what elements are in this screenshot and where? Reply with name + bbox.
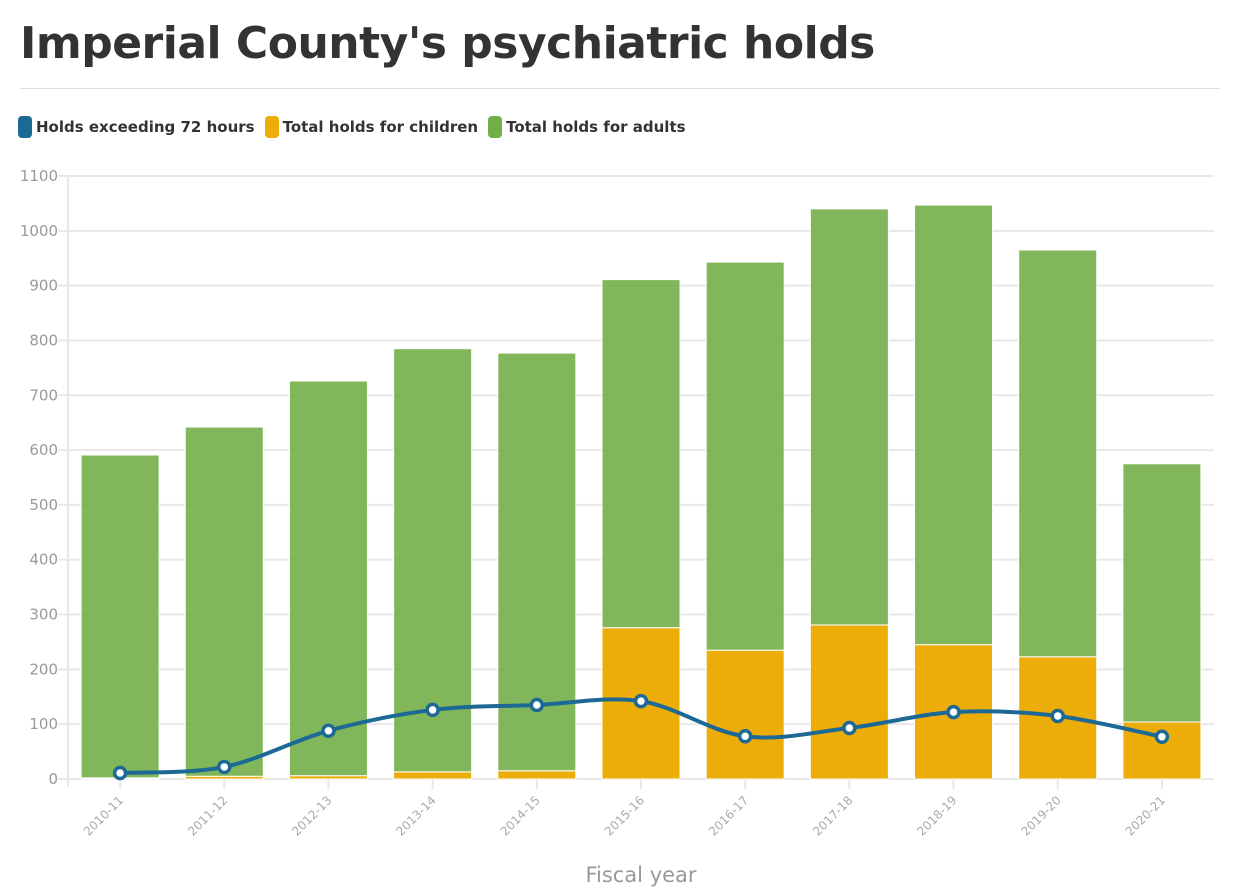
y-tick-label: 500 (29, 496, 58, 514)
y-tick-label: 0 (48, 770, 58, 788)
legend-swatch (18, 116, 32, 138)
bar-children (393, 771, 473, 780)
bar-children (809, 624, 889, 780)
line-point (842, 720, 857, 736)
bar-adults (601, 279, 681, 629)
x-tick-label: 2013-14 (393, 793, 438, 838)
line-point (112, 765, 128, 781)
line-point (529, 697, 545, 713)
bar-adults (80, 454, 160, 779)
x-tick-label: 2019-20 (1018, 793, 1063, 838)
legend-label: Total holds for adults (506, 118, 686, 136)
bar-adults (288, 380, 368, 777)
page-title: Imperial County's psychiatric holds (20, 18, 875, 69)
legend-item-holds-72h[interactable]: Holds exceeding 72 hours (18, 116, 255, 138)
bar-adults (1018, 249, 1098, 658)
bar-adults (393, 348, 473, 773)
bar-adults (809, 208, 889, 626)
line-point (1050, 708, 1065, 724)
x-tick-label: 2012-13 (289, 793, 334, 838)
legend-label: Holds exceeding 72 hours (36, 118, 255, 136)
x-tick-label: 2014-15 (498, 793, 543, 838)
x-axis-label: Fiscal year (585, 863, 696, 887)
legend: Holds exceeding 72 hours Total holds for… (18, 116, 686, 138)
x-tick-label: 2016-17 (706, 793, 751, 838)
y-tick-label: 1000 (20, 222, 58, 240)
bar-adults (705, 261, 785, 651)
x-tick-label: 2020-21 (1123, 793, 1168, 838)
x-tick-label: 2011-12 (185, 793, 230, 838)
legend-swatch (264, 116, 279, 138)
x-tick-label: 2018-19 (914, 793, 959, 838)
line-point (217, 759, 232, 775)
line-point (321, 723, 336, 739)
y-tick-label: 600 (29, 441, 58, 459)
legend-swatch (488, 116, 503, 138)
bar-adults (914, 204, 994, 646)
y-tick-label: 100 (29, 715, 58, 733)
line-point (425, 702, 440, 718)
y-tick-label: 900 (29, 277, 58, 295)
divider (20, 88, 1220, 89)
line-point (1154, 729, 1170, 745)
bar-children (497, 770, 577, 780)
y-tick-label: 800 (29, 331, 58, 349)
line-point (737, 728, 753, 744)
y-tick-label: 700 (29, 386, 58, 404)
line-point (633, 693, 649, 709)
y-tick-label: 200 (29, 660, 58, 678)
legend-item-adults[interactable]: Total holds for adults (488, 116, 686, 138)
legend-label: Total holds for children (282, 118, 479, 136)
x-tick-label: 2010-11 (81, 793, 126, 838)
legend-item-children[interactable]: Total holds for children (264, 116, 479, 138)
bar-adults (1122, 463, 1202, 723)
x-tick-label: 2015-16 (602, 793, 647, 838)
y-tick-label: 1100 (20, 167, 58, 185)
bar-children (705, 649, 785, 780)
y-tick-label: 300 (29, 606, 58, 624)
y-tick-label: 400 (29, 551, 58, 569)
x-tick-label: 2017-18 (810, 793, 855, 838)
line-point (946, 704, 961, 720)
bar-adults (184, 426, 264, 777)
